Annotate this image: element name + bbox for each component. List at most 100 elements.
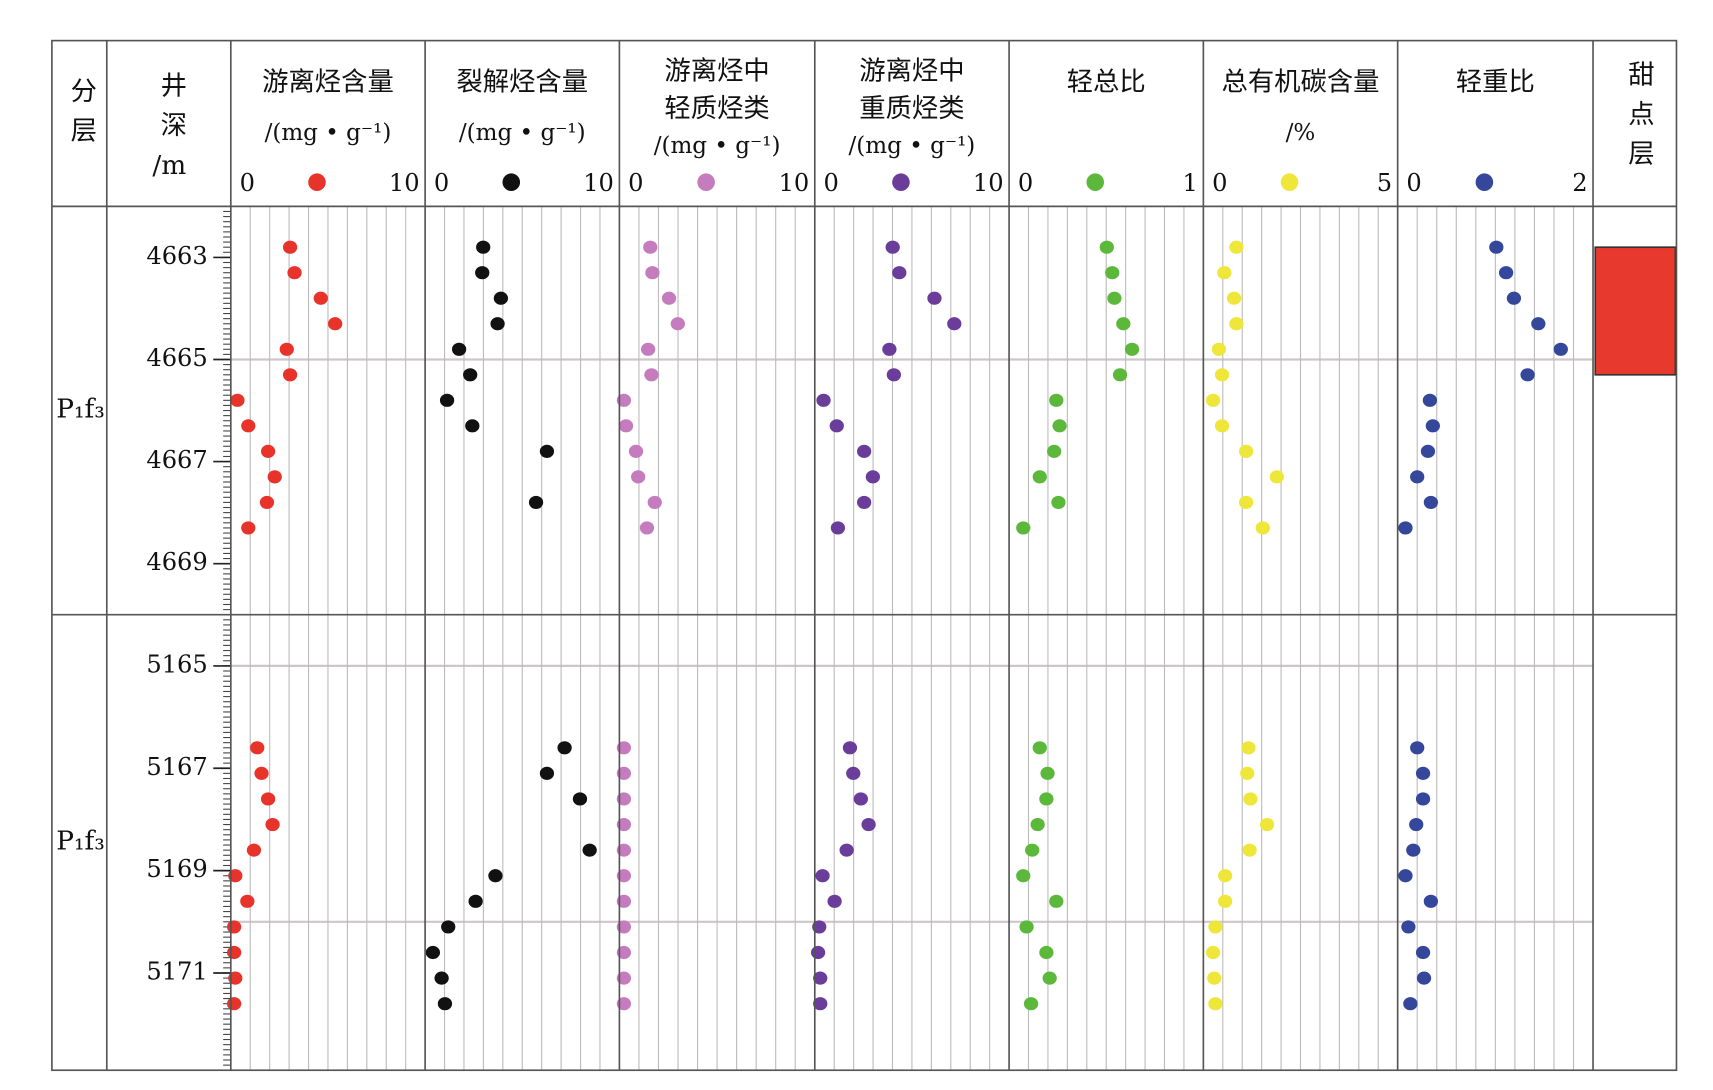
data-point [1112, 368, 1128, 382]
data-point [631, 470, 646, 484]
x-tick-label: 1 [1183, 169, 1198, 197]
data-point [1425, 419, 1440, 433]
data-point [616, 393, 632, 407]
data-point [1214, 419, 1230, 433]
data-point [279, 342, 294, 356]
data-point [451, 342, 467, 356]
data-point [1116, 317, 1131, 331]
data-point [488, 869, 503, 883]
data-point [812, 920, 827, 934]
data-point [1211, 342, 1227, 356]
data-point [882, 342, 897, 356]
legend-marker [502, 173, 521, 191]
data-point [1208, 920, 1223, 934]
data-point [628, 444, 644, 458]
depth-header: 井深 [155, 71, 185, 150]
data-point [1409, 817, 1424, 832]
data-point [1016, 869, 1031, 883]
data-point [616, 971, 632, 985]
data-point [616, 869, 632, 883]
data-point [857, 444, 872, 458]
data-point [1217, 869, 1233, 883]
layer-header: 分层 [65, 77, 96, 156]
data-point [441, 920, 456, 934]
data-point [1259, 817, 1275, 832]
data-point [463, 368, 478, 382]
data-point [616, 997, 632, 1011]
data-point [661, 291, 677, 305]
depth-unit: /m [152, 151, 186, 181]
data-point [616, 920, 632, 934]
data-point [1238, 495, 1254, 509]
marks [226, 240, 1677, 1011]
layer-label: P₁f₃ [56, 826, 105, 856]
data-point [1047, 444, 1062, 458]
depth-tick-label: 5165 [146, 650, 207, 678]
data-point [1243, 792, 1258, 806]
data-point [1398, 521, 1413, 535]
data-point [250, 741, 265, 755]
data-point [640, 342, 656, 356]
data-point [643, 240, 658, 254]
data-point [1415, 945, 1431, 960]
x-tick-label: 0 [240, 169, 255, 197]
x-tick-label: 10 [583, 169, 614, 197]
data-point [842, 741, 858, 755]
data-point [846, 766, 861, 780]
data-point [582, 843, 597, 857]
data-point [1019, 920, 1034, 934]
depth-tick-label: 5171 [146, 957, 207, 985]
data-point [1241, 741, 1256, 755]
data-point [885, 240, 900, 254]
data-point [1207, 971, 1222, 985]
data-point [465, 419, 480, 433]
data-point [1506, 291, 1522, 305]
data-point [1105, 266, 1120, 280]
track-unit: /% [1286, 120, 1316, 146]
data-point [1520, 368, 1535, 382]
sweet-spot [1594, 246, 1677, 376]
data-point [1410, 470, 1425, 484]
data-point [1420, 444, 1436, 458]
data-point [1049, 393, 1064, 407]
data-point [616, 792, 632, 806]
legend-marker [1086, 173, 1105, 191]
x-tick-label: 0 [628, 169, 643, 197]
data-point [313, 291, 328, 305]
data-point [1489, 240, 1504, 254]
data-point [226, 997, 242, 1011]
data-point [1205, 945, 1221, 960]
data-point [927, 291, 942, 305]
data-point [1531, 317, 1546, 331]
data-point [1032, 741, 1047, 755]
data-point [618, 419, 634, 433]
data-point [490, 317, 505, 331]
track-title: 轻总比 [1067, 67, 1146, 97]
data-point [1415, 792, 1431, 806]
data-point [1107, 291, 1122, 305]
data-point [1023, 997, 1039, 1011]
data-point [439, 393, 455, 407]
data-point [1040, 766, 1055, 780]
data-point [644, 368, 659, 382]
sweet-header: 甜点层 [1623, 60, 1654, 179]
data-point [1049, 894, 1064, 908]
x-tick-label: 2 [1572, 169, 1587, 197]
data-point [616, 945, 632, 960]
data-point [1030, 817, 1045, 832]
data-point [539, 766, 555, 780]
data-point [1217, 894, 1233, 908]
x-tick-label: 10 [973, 169, 1004, 197]
x-tick-label: 0 [1018, 169, 1033, 197]
data-point [1032, 470, 1047, 484]
data-point [1498, 266, 1514, 280]
data-point [861, 817, 876, 832]
data-point [287, 266, 302, 280]
x-tick-label: 0 [1212, 169, 1227, 197]
data-point [246, 843, 262, 857]
data-point [865, 470, 881, 484]
data-point [228, 971, 243, 985]
data-point [815, 869, 830, 883]
